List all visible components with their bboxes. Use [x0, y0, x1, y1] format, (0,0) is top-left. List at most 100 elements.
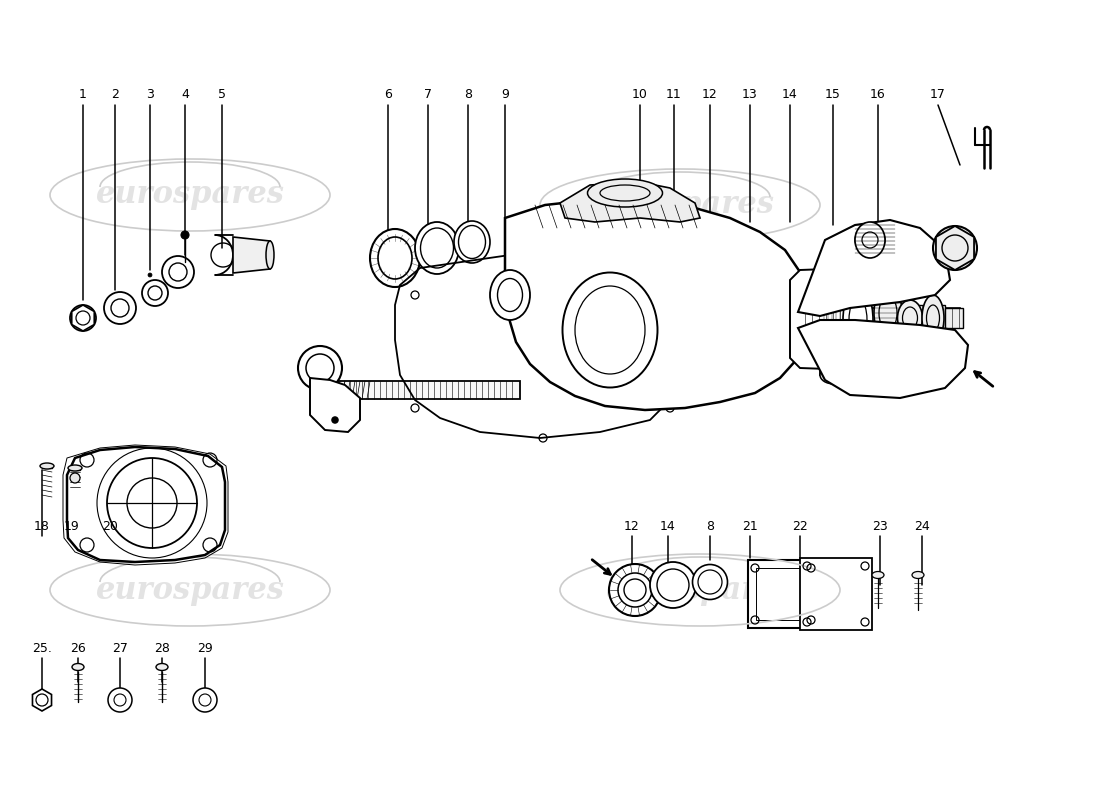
- Circle shape: [852, 305, 858, 311]
- Text: 14: 14: [660, 519, 675, 533]
- Text: 25.: 25.: [32, 642, 52, 654]
- Text: 19: 19: [64, 519, 80, 533]
- Text: 18: 18: [34, 519, 50, 533]
- Text: 17: 17: [931, 89, 946, 102]
- Ellipse shape: [378, 237, 412, 279]
- Ellipse shape: [855, 222, 886, 258]
- Text: eurospares: eurospares: [606, 574, 794, 606]
- Text: 1: 1: [79, 89, 87, 102]
- Circle shape: [148, 273, 152, 277]
- Text: 23: 23: [872, 519, 888, 533]
- Ellipse shape: [68, 465, 82, 471]
- Ellipse shape: [459, 226, 485, 258]
- Ellipse shape: [898, 300, 923, 336]
- Bar: [945, 308, 962, 328]
- Text: 7: 7: [424, 89, 432, 102]
- Text: 27: 27: [112, 642, 128, 654]
- Ellipse shape: [40, 463, 54, 469]
- Text: 9: 9: [502, 89, 509, 102]
- Ellipse shape: [609, 564, 661, 616]
- Text: 6: 6: [384, 89, 392, 102]
- Ellipse shape: [370, 229, 420, 287]
- Ellipse shape: [415, 222, 459, 274]
- Circle shape: [332, 417, 338, 423]
- Circle shape: [162, 256, 194, 288]
- Text: 24: 24: [914, 519, 929, 533]
- Ellipse shape: [693, 565, 727, 599]
- Polygon shape: [505, 200, 808, 410]
- Text: 26: 26: [70, 642, 86, 654]
- Ellipse shape: [922, 295, 944, 341]
- Text: 28: 28: [154, 642, 169, 654]
- Ellipse shape: [156, 663, 168, 670]
- Ellipse shape: [454, 221, 490, 263]
- Polygon shape: [798, 220, 950, 316]
- Text: 10: 10: [632, 89, 648, 102]
- Bar: [800, 558, 872, 630]
- Text: 16: 16: [870, 89, 886, 102]
- Circle shape: [70, 305, 96, 331]
- Circle shape: [852, 285, 858, 291]
- Text: 2: 2: [111, 89, 119, 102]
- Circle shape: [142, 280, 168, 306]
- Ellipse shape: [562, 273, 658, 387]
- Text: 4: 4: [182, 89, 189, 102]
- Text: 20: 20: [102, 519, 118, 533]
- Polygon shape: [67, 447, 225, 562]
- Ellipse shape: [843, 285, 873, 355]
- Text: 5: 5: [218, 89, 226, 102]
- Circle shape: [192, 688, 217, 712]
- Polygon shape: [936, 226, 975, 270]
- Bar: [880, 300, 905, 336]
- Text: eurospares: eurospares: [96, 574, 285, 606]
- Ellipse shape: [872, 571, 884, 578]
- Bar: [756, 568, 810, 620]
- Text: 21: 21: [742, 519, 758, 533]
- Circle shape: [70, 473, 80, 483]
- Circle shape: [111, 299, 129, 317]
- Polygon shape: [790, 268, 870, 370]
- Circle shape: [933, 226, 977, 270]
- Text: eurospares: eurospares: [585, 190, 774, 221]
- Circle shape: [108, 688, 132, 712]
- Ellipse shape: [420, 228, 453, 268]
- Text: 3: 3: [146, 89, 154, 102]
- Bar: [824, 275, 844, 365]
- Ellipse shape: [624, 579, 646, 601]
- Bar: [748, 560, 818, 628]
- Bar: [820, 265, 848, 375]
- Ellipse shape: [266, 241, 274, 269]
- Circle shape: [182, 231, 189, 239]
- Text: 15: 15: [825, 89, 840, 102]
- Polygon shape: [33, 689, 52, 711]
- Ellipse shape: [490, 270, 530, 320]
- Circle shape: [852, 345, 858, 351]
- Ellipse shape: [587, 179, 662, 207]
- Text: 13: 13: [742, 89, 758, 102]
- Polygon shape: [72, 305, 95, 331]
- Bar: [800, 308, 960, 328]
- Ellipse shape: [650, 562, 696, 608]
- Circle shape: [104, 292, 136, 324]
- Text: 8: 8: [464, 89, 472, 102]
- Bar: [850, 303, 870, 333]
- Circle shape: [298, 346, 342, 390]
- Ellipse shape: [820, 366, 848, 384]
- Bar: [336, 381, 520, 399]
- Bar: [905, 305, 945, 331]
- Ellipse shape: [820, 256, 848, 274]
- Text: 22: 22: [792, 519, 807, 533]
- Polygon shape: [798, 320, 968, 398]
- Circle shape: [852, 325, 858, 331]
- Text: 14: 14: [782, 89, 797, 102]
- Polygon shape: [233, 237, 270, 273]
- Text: 11: 11: [667, 89, 682, 102]
- Text: 12: 12: [702, 89, 718, 102]
- Text: 12: 12: [624, 519, 640, 533]
- Polygon shape: [310, 378, 360, 432]
- Ellipse shape: [874, 285, 902, 341]
- Text: 29: 29: [197, 642, 213, 654]
- Text: 8: 8: [706, 519, 714, 533]
- Polygon shape: [560, 182, 700, 222]
- Ellipse shape: [72, 663, 84, 670]
